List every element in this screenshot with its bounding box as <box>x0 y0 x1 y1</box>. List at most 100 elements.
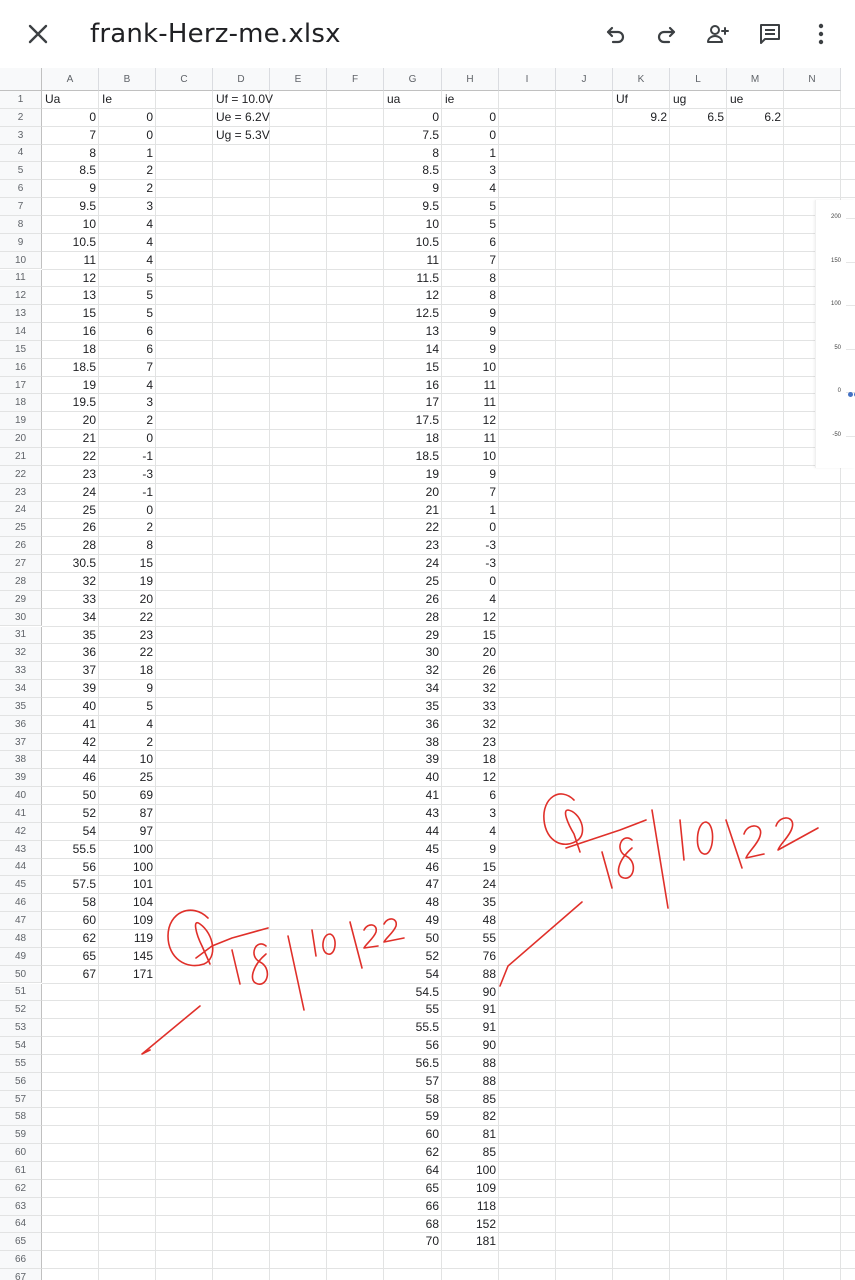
cell-A17[interactable]: 19 <box>82 377 96 392</box>
cell-H44[interactable]: 15 <box>482 859 496 874</box>
cell-H40[interactable]: 6 <box>489 788 496 803</box>
row-header-50[interactable]: 50 <box>0 965 42 984</box>
cell-B33[interactable]: 18 <box>139 663 153 678</box>
column-header-i[interactable]: I <box>499 68 556 91</box>
cell-H15[interactable]: 9 <box>489 341 496 356</box>
row-header-34[interactable]: 34 <box>0 680 42 698</box>
cell-H26[interactable]: -3 <box>485 538 496 553</box>
row-header-20[interactable]: 20 <box>0 430 42 448</box>
row-header-55[interactable]: 55 <box>0 1054 42 1073</box>
row-header-45[interactable]: 45 <box>0 876 42 895</box>
cell-A5[interactable]: 8.5 <box>79 163 96 178</box>
cell-G53[interactable]: 55.5 <box>415 1020 439 1035</box>
row-header-66[interactable]: 66 <box>0 1251 42 1270</box>
cell-H7[interactable]: 5 <box>489 199 496 214</box>
cell-G2[interactable]: 0 <box>432 109 439 124</box>
cell-H12[interactable]: 8 <box>489 288 496 303</box>
row-header-49[interactable]: 49 <box>0 947 42 966</box>
row-header-56[interactable]: 56 <box>0 1072 42 1091</box>
cell-H63[interactable]: 118 <box>476 1198 496 1213</box>
cell-H58[interactable]: 82 <box>482 1109 496 1124</box>
cell-B31[interactable]: 23 <box>139 627 153 642</box>
cell-G41[interactable]: 43 <box>425 806 439 820</box>
cell-A21[interactable]: 22 <box>82 449 96 463</box>
cell-A6[interactable]: 9 <box>89 181 96 196</box>
row-header-8[interactable]: 8 <box>0 215 42 234</box>
cell-H57[interactable]: 85 <box>482 1091 496 1106</box>
row-header-29[interactable]: 29 <box>0 590 42 609</box>
row-header-12[interactable]: 12 <box>0 287 42 306</box>
cell-G9[interactable]: 10.5 <box>415 234 439 249</box>
row-header-1[interactable]: 1 <box>0 91 42 109</box>
column-header-e[interactable]: E <box>270 68 327 91</box>
column-header-d[interactable]: D <box>213 68 270 91</box>
cell-A33[interactable]: 37 <box>82 663 96 678</box>
cell-B26[interactable]: 8 <box>146 538 153 553</box>
cell-G49[interactable]: 52 <box>425 948 439 963</box>
cell-G36[interactable]: 36 <box>425 716 439 731</box>
cell-G1-header[interactable]: ua <box>387 92 401 106</box>
cell-G51[interactable]: 54.5 <box>415 984 439 999</box>
row-header-21[interactable]: 21 <box>0 448 42 466</box>
cell-H65[interactable]: 181 <box>475 1234 496 1249</box>
cell-H47[interactable]: 48 <box>482 913 496 928</box>
cell-G33[interactable]: 32 <box>425 663 439 678</box>
cell-B34[interactable]: 9 <box>146 681 153 696</box>
cell-H46[interactable]: 35 <box>482 895 496 910</box>
cell-B15[interactable]: 6 <box>146 341 153 356</box>
undo-button[interactable] <box>596 14 636 54</box>
cell-B19[interactable]: 2 <box>146 413 153 428</box>
cell-H29[interactable]: 4 <box>489 591 496 606</box>
cell-G31[interactable]: 29 <box>425 627 439 642</box>
cell-K2[interactable]: 9.2 <box>650 109 667 124</box>
cell-G62[interactable]: 65 <box>425 1180 439 1195</box>
row-header-31[interactable]: 31 <box>0 626 42 645</box>
cell-G25[interactable]: 22 <box>425 520 439 535</box>
cell-B30[interactable]: 22 <box>139 609 153 624</box>
cell-H32[interactable]: 20 <box>482 645 496 660</box>
row-header-32[interactable]: 32 <box>0 644 42 663</box>
cell-A16[interactable]: 18.5 <box>72 359 96 374</box>
cell-B27[interactable]: 15 <box>139 556 153 571</box>
cell-G29[interactable]: 26 <box>425 591 439 606</box>
cell-D2-note[interactable]: Ue = 6.2V <box>216 109 270 124</box>
cell-G60[interactable]: 62 <box>425 1145 439 1160</box>
row-header-15[interactable]: 15 <box>0 340 42 359</box>
cell-A32[interactable]: 36 <box>82 645 96 660</box>
cell-H30[interactable]: 12 <box>482 609 496 624</box>
cell-H28[interactable]: 0 <box>489 573 496 588</box>
cell-G15[interactable]: 14 <box>425 341 439 356</box>
cell-B18[interactable]: 3 <box>146 395 153 410</box>
cell-B42[interactable]: 97 <box>139 823 153 838</box>
cell-A9[interactable]: 10.5 <box>72 234 96 249</box>
row-header-38[interactable]: 38 <box>0 751 42 770</box>
cell-B4[interactable]: 1 <box>146 145 153 160</box>
row-header-48[interactable]: 48 <box>0 929 42 948</box>
cell-G57[interactable]: 58 <box>425 1091 439 1106</box>
cell-B39[interactable]: 25 <box>139 770 153 785</box>
row-header-24[interactable]: 24 <box>0 501 42 520</box>
cell-H34[interactable]: 32 <box>482 681 496 696</box>
cell-L1-header[interactable]: ug <box>673 92 687 106</box>
row-header-64[interactable]: 64 <box>0 1215 42 1234</box>
row-header-26[interactable]: 26 <box>0 537 42 556</box>
cell-G10[interactable]: 11 <box>426 252 439 267</box>
row-header-6[interactable]: 6 <box>0 180 42 199</box>
row-header-19[interactable]: 19 <box>0 412 42 431</box>
cell-G26[interactable]: 23 <box>425 538 439 553</box>
cell-B49[interactable]: 145 <box>132 948 153 963</box>
cell-G17[interactable]: 16 <box>425 377 439 392</box>
cell-A40[interactable]: 50 <box>82 788 96 803</box>
cell-H38[interactable]: 18 <box>482 752 496 767</box>
cell-H62[interactable]: 109 <box>475 1180 496 1195</box>
cell-H17[interactable]: 11 <box>483 377 496 392</box>
row-header-7[interactable]: 7 <box>0 198 42 216</box>
row-header-28[interactable]: 28 <box>0 572 42 591</box>
row-header-18[interactable]: 18 <box>0 394 42 413</box>
column-header-j[interactable]: J <box>556 68 613 91</box>
embedded-chart[interactable]: 200 150 100 50 0 -50 <box>815 200 855 468</box>
row-header-22[interactable]: 22 <box>0 465 42 484</box>
row-header-5[interactable]: 5 <box>0 162 42 181</box>
cell-A30[interactable]: 34 <box>82 609 96 624</box>
cell-G16[interactable]: 15 <box>425 359 439 374</box>
